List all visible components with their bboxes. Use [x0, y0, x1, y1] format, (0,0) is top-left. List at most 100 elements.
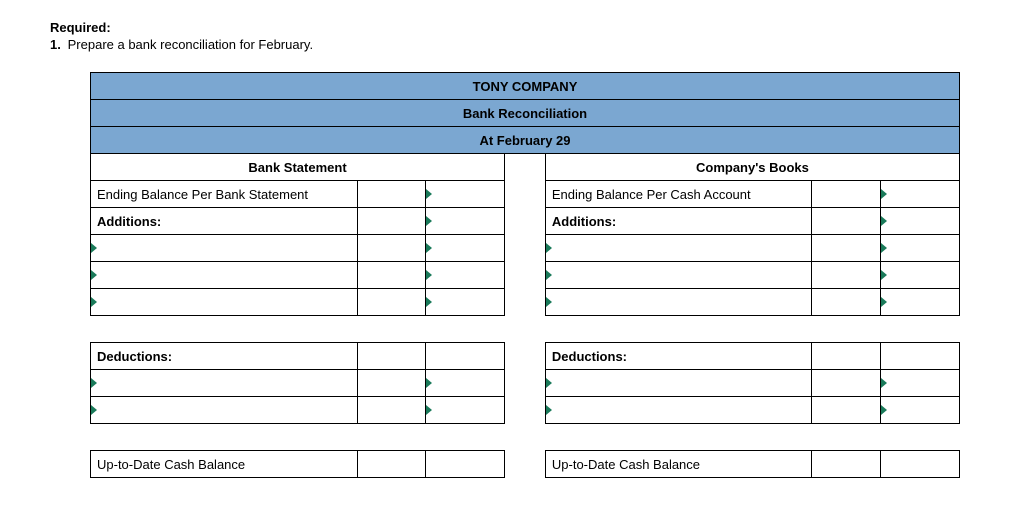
left-deductions-label: Deductions:	[91, 343, 358, 370]
left-ded-amt[interactable]	[425, 370, 504, 397]
marker-icon	[91, 297, 97, 307]
left-ending-amt[interactable]	[425, 181, 504, 208]
right-additions-label: Additions:	[545, 208, 812, 235]
left-add-gap[interactable]	[357, 262, 425, 289]
addition-row	[91, 235, 960, 262]
addition-row	[91, 262, 960, 289]
right-ending-gap[interactable]	[812, 181, 880, 208]
marker-icon	[426, 405, 432, 415]
left-ending-label: Ending Balance Per Bank Statement	[91, 181, 358, 208]
right-uptodate-label: Up-to-Date Cash Balance	[545, 451, 812, 478]
right-deductions-amt[interactable]	[880, 343, 959, 370]
left-deductions-gap[interactable]	[357, 343, 425, 370]
uptodate-row: Up-to-Date Cash Balance Up-to-Date Cash …	[91, 451, 960, 478]
right-add-gap[interactable]	[812, 289, 880, 316]
right-ending-amt[interactable]	[880, 181, 959, 208]
required-block: Required: 1. Prepare a bank reconciliati…	[50, 20, 974, 52]
left-add-amt[interactable]	[425, 262, 504, 289]
mid-gap	[505, 235, 546, 262]
marker-icon	[881, 270, 887, 280]
bank-statement-title: Bank Statement	[91, 154, 505, 181]
left-uptodate-label: Up-to-Date Cash Balance	[91, 451, 358, 478]
required-heading: Required:	[50, 20, 974, 35]
right-ded-gap[interactable]	[812, 370, 880, 397]
right-add-gap[interactable]	[812, 235, 880, 262]
report-date: At February 29	[91, 127, 960, 154]
mid-gap	[505, 262, 546, 289]
marker-icon	[91, 378, 97, 388]
marker-icon	[426, 216, 432, 226]
right-ending-label: Ending Balance Per Cash Account	[545, 181, 812, 208]
right-add-amt[interactable]	[880, 235, 959, 262]
right-additions-gap[interactable]	[812, 208, 880, 235]
mid-gap	[505, 181, 546, 208]
left-add-desc[interactable]	[91, 262, 358, 289]
right-add-amt[interactable]	[880, 289, 959, 316]
left-additions-gap[interactable]	[357, 208, 425, 235]
left-ded-gap[interactable]	[357, 370, 425, 397]
right-ded-amt[interactable]	[880, 397, 959, 424]
marker-icon	[426, 270, 432, 280]
left-uptodate-amt[interactable]	[425, 451, 504, 478]
right-add-desc[interactable]	[545, 235, 812, 262]
mid-gap	[505, 451, 546, 478]
left-add-desc[interactable]	[91, 235, 358, 262]
marker-icon	[546, 243, 552, 253]
required-item-text: Prepare a bank reconciliation for Februa…	[68, 37, 313, 52]
right-additions-amt[interactable]	[880, 208, 959, 235]
deduction-row	[91, 370, 960, 397]
mid-gap	[505, 343, 546, 370]
left-ending-gap[interactable]	[357, 181, 425, 208]
left-additions-amt[interactable]	[425, 208, 504, 235]
marker-icon	[546, 378, 552, 388]
marker-icon	[546, 270, 552, 280]
additions-label-row: Additions: Additions:	[91, 208, 960, 235]
right-add-gap[interactable]	[812, 262, 880, 289]
spacer-row	[91, 316, 960, 343]
left-add-amt[interactable]	[425, 289, 504, 316]
right-uptodate-amt[interactable]	[880, 451, 959, 478]
right-ded-desc[interactable]	[545, 397, 812, 424]
left-add-gap[interactable]	[357, 235, 425, 262]
mid-gap	[505, 397, 546, 424]
left-ded-desc[interactable]	[91, 397, 358, 424]
addition-row	[91, 289, 960, 316]
marker-icon	[426, 378, 432, 388]
left-add-desc[interactable]	[91, 289, 358, 316]
header-row-date: At February 29	[91, 127, 960, 154]
marker-icon	[881, 243, 887, 253]
mid-gap	[505, 289, 546, 316]
right-uptodate-gap[interactable]	[812, 451, 880, 478]
right-add-amt[interactable]	[880, 262, 959, 289]
marker-icon	[881, 405, 887, 415]
left-additions-label: Additions:	[91, 208, 358, 235]
right-ded-desc[interactable]	[545, 370, 812, 397]
right-ded-gap[interactable]	[812, 397, 880, 424]
mid-gap	[505, 154, 546, 181]
right-ded-amt[interactable]	[880, 370, 959, 397]
marker-icon	[91, 243, 97, 253]
spacer-row	[91, 424, 960, 451]
left-add-gap[interactable]	[357, 289, 425, 316]
marker-icon	[546, 405, 552, 415]
left-deductions-amt[interactable]	[425, 343, 504, 370]
mid-gap	[505, 208, 546, 235]
right-deductions-gap[interactable]	[812, 343, 880, 370]
right-add-desc[interactable]	[545, 262, 812, 289]
marker-icon	[426, 297, 432, 307]
required-item-number: 1.	[50, 37, 64, 52]
left-ded-amt[interactable]	[425, 397, 504, 424]
left-ded-desc[interactable]	[91, 370, 358, 397]
left-ded-gap[interactable]	[357, 397, 425, 424]
marker-icon	[91, 405, 97, 415]
deductions-label-row: Deductions: Deductions:	[91, 343, 960, 370]
marker-icon	[426, 189, 432, 199]
deduction-row	[91, 397, 960, 424]
section-title-row: Bank Statement Company's Books	[91, 154, 960, 181]
left-add-amt[interactable]	[425, 235, 504, 262]
right-add-desc[interactable]	[545, 289, 812, 316]
left-uptodate-gap[interactable]	[357, 451, 425, 478]
report-title: Bank Reconciliation	[91, 100, 960, 127]
reconciliation-table: TONY COMPANY Bank Reconciliation At Febr…	[90, 72, 960, 478]
mid-gap	[505, 370, 546, 397]
